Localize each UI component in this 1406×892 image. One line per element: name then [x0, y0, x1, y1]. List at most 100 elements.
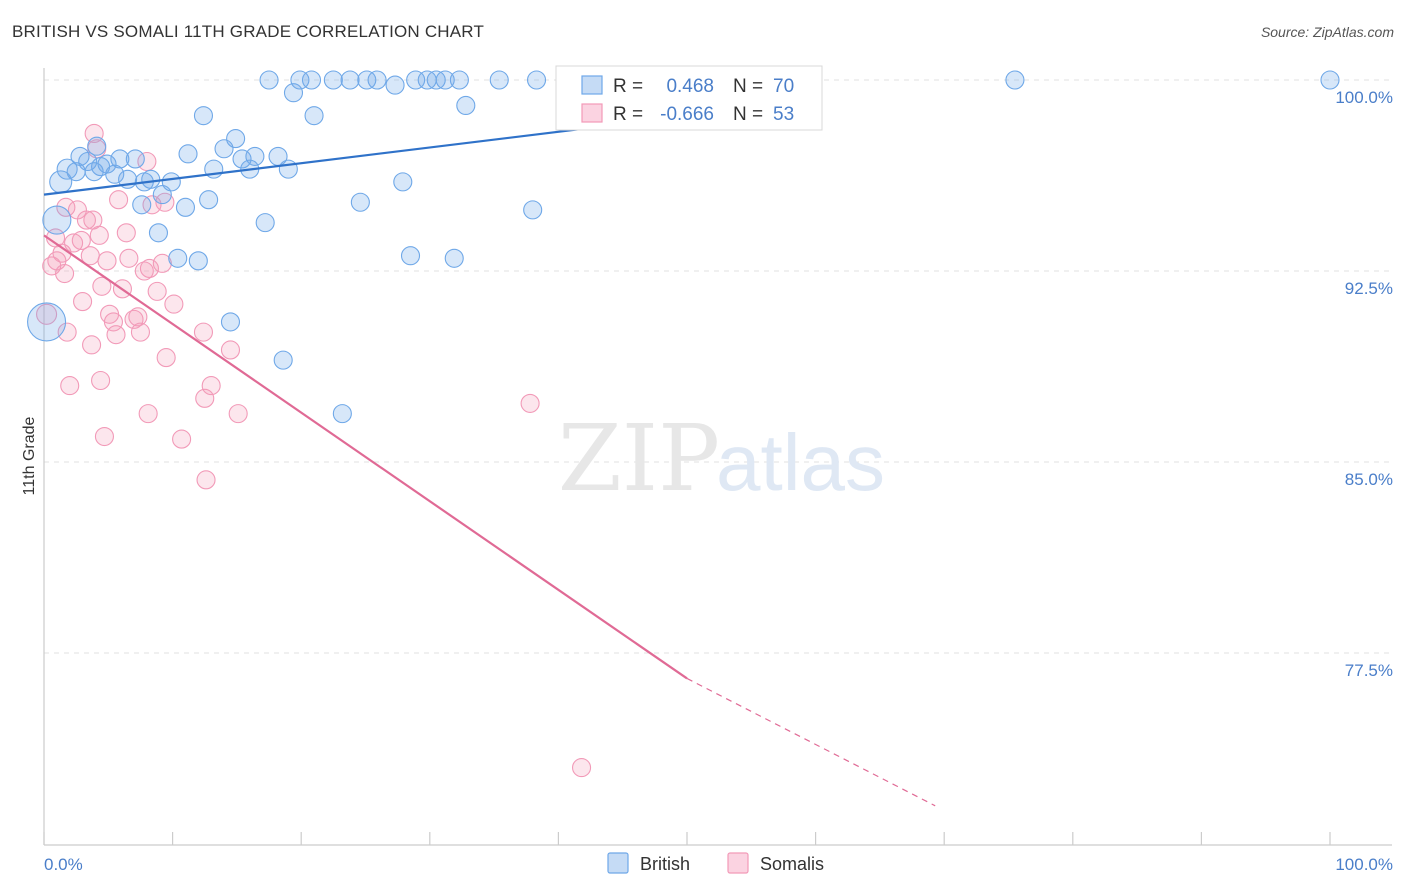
legend-british-n-label: N =: [733, 76, 763, 97]
british-point: [175, 197, 196, 217]
somali-point: [134, 261, 154, 281]
british-point: [193, 106, 214, 126]
x-label-max: 100.0%: [1335, 855, 1393, 874]
legend-somali-n-value: 53: [773, 104, 794, 125]
watermark-atlas: atlas: [716, 418, 885, 507]
british-point: [1005, 70, 1025, 90]
somali-point: [116, 223, 136, 243]
legend-swatch-somali: [581, 103, 603, 123]
series-legend-british: British: [640, 854, 690, 874]
somali-point: [138, 404, 158, 424]
british-point: [304, 106, 324, 126]
british-point: [400, 246, 421, 266]
y-tick-label: 100.0%: [1335, 88, 1393, 107]
british-point: [141, 169, 161, 189]
stats-legend: R = 0.468 N = 70 R = -0.666 N = 53: [555, 65, 823, 131]
british-point: [245, 146, 265, 166]
legend-swatch-british: [581, 75, 603, 95]
somali-trend-line: [43, 234, 688, 680]
british-point: [27, 302, 67, 342]
somali-point: [201, 376, 221, 396]
somali-point: [106, 325, 126, 345]
british-point: [199, 190, 219, 210]
somali-point: [103, 312, 123, 332]
british-point: [367, 70, 387, 90]
legend-somali-r-label: R =: [613, 104, 643, 125]
somali-point: [91, 370, 111, 391]
somali-trend-extension: [686, 677, 936, 807]
somali-point: [164, 294, 184, 314]
british-point: [125, 149, 145, 169]
somali-point: [147, 281, 167, 301]
somali-point: [76, 210, 96, 230]
british-point: [444, 248, 464, 268]
somali-point: [155, 192, 175, 212]
somali-point: [60, 376, 80, 396]
british-point: [259, 70, 279, 90]
somali-point: [520, 393, 540, 413]
british-point: [340, 70, 360, 90]
british-point: [226, 129, 246, 149]
somali-point: [152, 253, 172, 273]
chart-title: BRITISH VS SOMALI 11TH GRADE CORRELATION…: [12, 22, 485, 41]
legend-somali-n-label: N =: [733, 104, 763, 125]
british-point: [301, 70, 322, 90]
british-point: [178, 144, 198, 164]
british-point: [357, 70, 377, 90]
y-axis-title: 11th Grade: [21, 416, 38, 495]
series-legend-swatch-british: [607, 852, 629, 874]
british-point: [168, 248, 188, 268]
y-tick-label: 77.5%: [1345, 661, 1393, 680]
somali-point: [128, 307, 148, 327]
british-point: [255, 213, 275, 233]
somali-point: [193, 322, 214, 342]
british-points: [27, 70, 1340, 424]
somali-point: [92, 276, 112, 296]
somali-point: [84, 123, 104, 144]
somali-point: [220, 340, 241, 360]
watermark: ZIP atlas: [558, 405, 885, 512]
british-point: [87, 136, 107, 156]
somali-point: [64, 233, 84, 253]
british-point: [1320, 70, 1340, 90]
y-tick-label: 92.5%: [1345, 279, 1393, 298]
british-point: [323, 70, 343, 90]
somali-point: [196, 470, 216, 490]
somali-point: [156, 348, 176, 368]
british-point: [332, 404, 352, 424]
british-point: [97, 154, 117, 174]
legend-british-r-label: R =: [613, 76, 643, 97]
british-point: [350, 192, 370, 212]
somali-point: [57, 322, 77, 342]
somali-point: [571, 758, 592, 778]
somali-point: [55, 263, 75, 284]
somali-point: [73, 292, 93, 312]
british-point: [188, 251, 208, 271]
y-tick-label: 85.0%: [1345, 470, 1393, 489]
british-point: [523, 200, 543, 220]
british-point: [105, 164, 125, 184]
x-ticks: [43, 832, 1331, 845]
somali-point: [172, 429, 192, 449]
y-tick-labels: 77.5% 85.0% 92.5% 100.0%: [1335, 88, 1393, 680]
british-point: [393, 172, 413, 192]
somali-point: [109, 190, 129, 210]
british-point: [456, 95, 476, 116]
grid-lines: [44, 79, 1392, 654]
somali-point: [228, 404, 248, 424]
somali-point: [56, 197, 76, 217]
somali-point: [89, 225, 109, 245]
british-point: [435, 70, 455, 90]
series-legend: British Somalis: [607, 852, 824, 874]
british-point: [278, 159, 298, 179]
somali-point: [139, 258, 160, 279]
somali-point: [71, 230, 91, 250]
british-point: [148, 223, 169, 243]
british-point: [290, 70, 310, 90]
somali-point: [137, 151, 157, 172]
british-point: [220, 312, 241, 332]
axes: [43, 68, 1392, 846]
somali-point: [97, 251, 117, 271]
source-label: Source: ZipAtlas.com: [1260, 24, 1394, 40]
british-point: [526, 70, 547, 90]
